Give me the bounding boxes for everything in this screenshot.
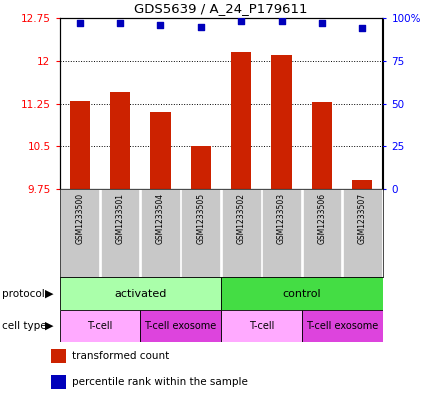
Text: GSM1233506: GSM1233506 [317,193,326,244]
Text: activated: activated [114,288,167,299]
Text: T-cell: T-cell [249,321,274,331]
Text: control: control [283,288,321,299]
Bar [221,277,382,310]
Point [116,20,123,26]
Text: GSM1233503: GSM1233503 [277,193,286,244]
Bar [312,102,332,189]
Text: GSM1233504: GSM1233504 [156,193,165,244]
Bar [51,349,66,364]
Bar [60,277,221,310]
Bar [60,310,140,342]
Bar [343,189,382,277]
Text: percentile rank within the sample: percentile rank within the sample [72,377,248,387]
Bar [231,52,251,189]
Bar [51,375,66,389]
Text: ▶: ▶ [45,321,53,331]
Point [278,18,285,25]
Point [157,22,164,28]
Bar [181,189,220,277]
Text: GSM1233500: GSM1233500 [75,193,84,244]
Bar [150,112,170,189]
Bar [352,180,372,189]
Bar [60,189,99,277]
Point [359,25,366,31]
Title: GDS5639 / A_24_P179611: GDS5639 / A_24_P179611 [134,2,308,15]
Point [197,24,204,30]
Text: protocol: protocol [2,288,45,299]
Text: GSM1233501: GSM1233501 [116,193,125,244]
Text: GSM1233507: GSM1233507 [358,193,367,244]
Bar [140,310,221,342]
Text: GSM1233505: GSM1233505 [196,193,205,244]
Bar [70,101,90,189]
Text: T-cell exosome: T-cell exosome [306,321,378,331]
Bar [141,189,180,277]
Point [238,18,244,25]
Bar [222,189,261,277]
Text: T-cell exosome: T-cell exosome [144,321,217,331]
Text: GSM1233502: GSM1233502 [237,193,246,244]
Bar [221,310,302,342]
Text: ▶: ▶ [45,288,53,299]
Bar [101,189,139,277]
Bar [191,146,211,189]
Point [318,20,325,26]
Bar [262,189,301,277]
Bar [272,55,292,189]
Bar [110,92,130,189]
Text: T-cell: T-cell [87,321,113,331]
Point [76,20,83,26]
Bar [303,189,341,277]
Bar [302,310,382,342]
Text: transformed count: transformed count [72,351,170,361]
Text: cell type: cell type [2,321,47,331]
